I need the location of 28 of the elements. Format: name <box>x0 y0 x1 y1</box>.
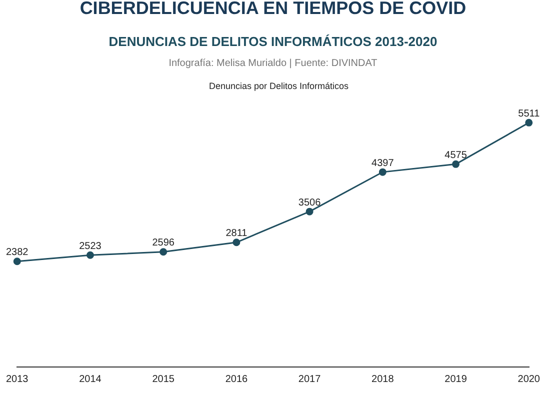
point <box>378 168 386 176</box>
point <box>86 251 94 259</box>
x-tick-label: 2013 <box>6 374 29 385</box>
data-label: 5511 <box>518 108 540 120</box>
point <box>452 160 460 168</box>
point <box>232 238 240 246</box>
chart-subtitle: DENUNCIAS DE DELITOS INFORMÁTICOS 2013-2020 <box>108 34 438 51</box>
data-label: 3506 <box>298 197 322 208</box>
point <box>525 118 533 126</box>
data-label: 4575 <box>444 150 468 161</box>
x-tick-label: 2014 <box>79 374 102 385</box>
point <box>306 208 314 216</box>
point <box>160 248 168 256</box>
x-tick-label: 2016 <box>225 374 248 385</box>
text: Infografía: Melisa Murialdo | Fuente: DIVINDAT <box>168 58 378 71</box>
data-label: 2596 <box>152 238 175 249</box>
text: Denuncias por Delitos Informáticos <box>208 80 350 91</box>
x-tick-label: 2018 <box>372 374 394 385</box>
data-label: 2811 <box>226 228 248 240</box>
x-tick-label: 2019 <box>444 374 468 385</box>
data-label: 2382 <box>6 247 29 258</box>
chart-title: CIBERDELICUENCIA EN TIEMPOS DE COVID <box>78 0 468 20</box>
data-label: 4397 <box>372 158 394 169</box>
x-tick-label: 2020 <box>518 374 540 385</box>
point <box>13 258 21 266</box>
x-tick-label: 2017 <box>298 374 322 385</box>
x-tick-label: 2015 <box>152 374 175 385</box>
data-label: 2523 <box>79 240 102 252</box>
